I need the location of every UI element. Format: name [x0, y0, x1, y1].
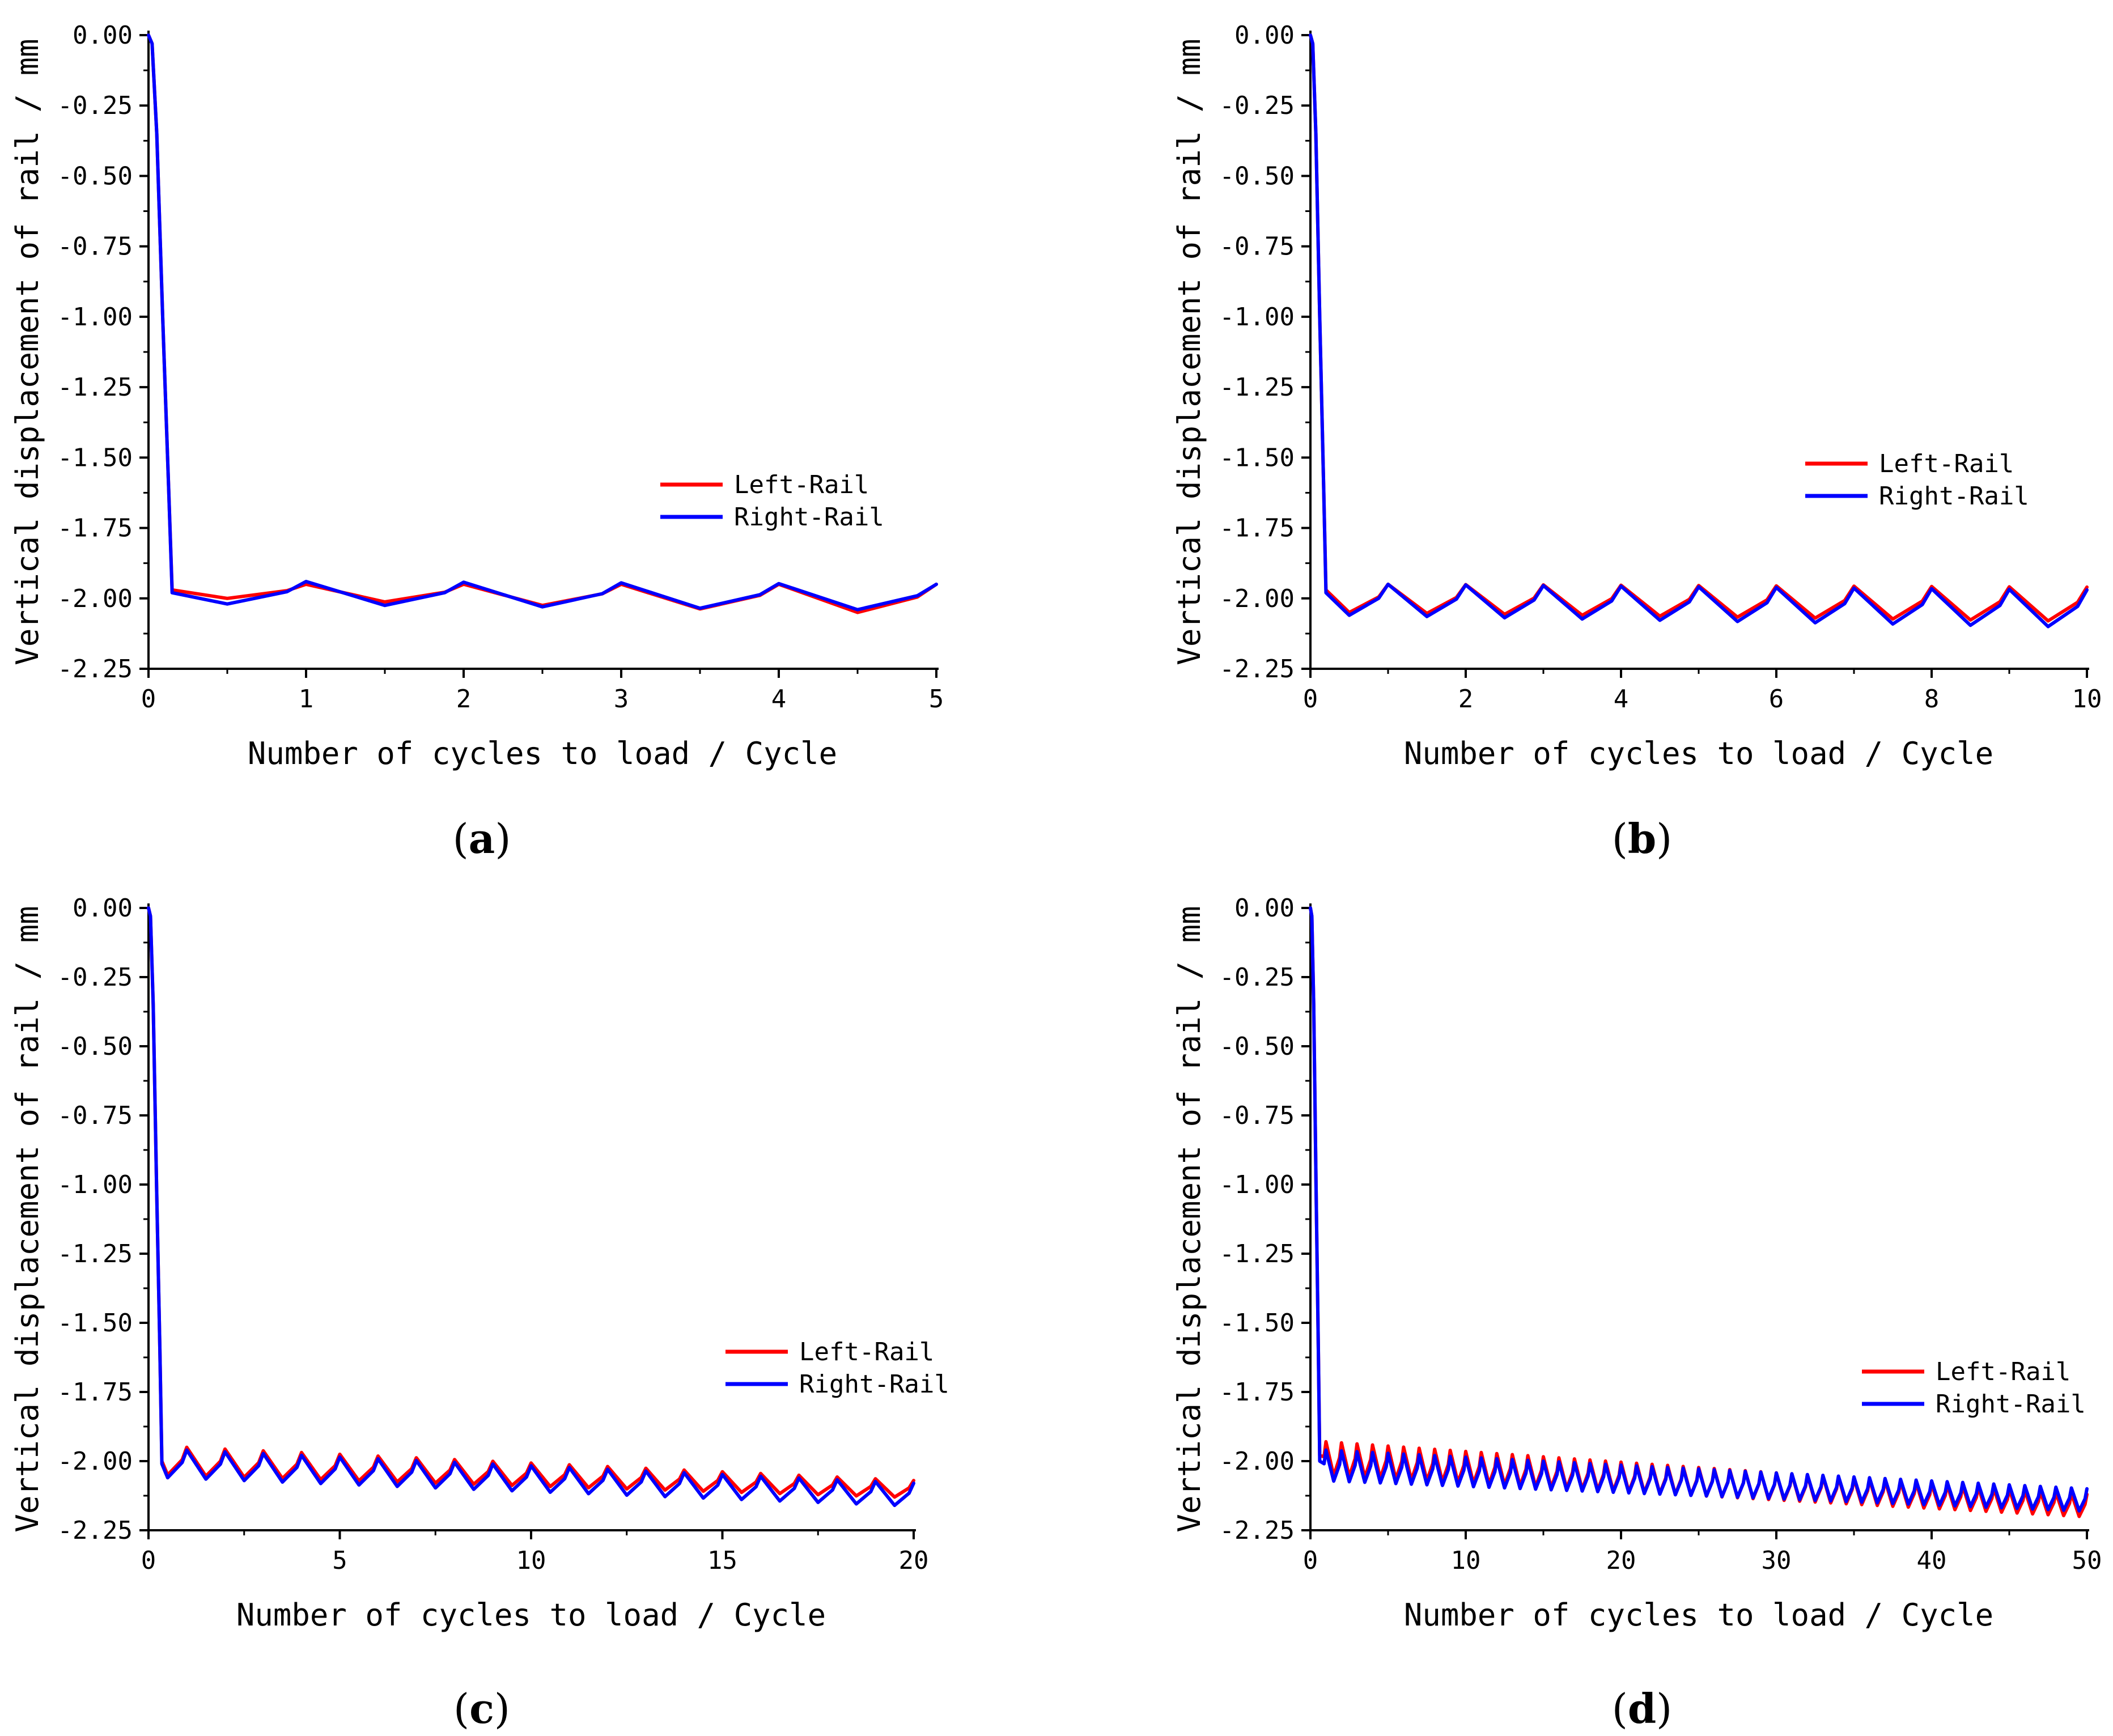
x-tick-label: 0 [1303, 1546, 1318, 1575]
x-tick-label: 40 [1917, 1546, 1947, 1575]
y-tick-label: -1.00 [58, 303, 133, 332]
panel-b: 0.00 -0.25 -0.50 -0.75 -1.00 -1.25 -1.50 -1.75 -… [1172, 21, 2102, 863]
y-tick-label: -1.75 [1220, 1378, 1295, 1407]
y-tick-label: 0.00 [73, 21, 133, 50]
x-tick-label: 5 [332, 1546, 347, 1575]
y-tick-label: -1.25 [1220, 373, 1295, 402]
y-tick-label: -0.75 [1220, 232, 1295, 261]
x-tick-label: 0 [141, 685, 156, 714]
panel-d: 0.00 -0.25 -0.50 -0.75 -1.00 -1.25 -1.50 -1.75 -… [1172, 894, 2102, 1733]
y-tick-label: -2.25 [58, 1516, 133, 1545]
y-tick-label: -0.50 [58, 1032, 133, 1061]
x-tick-label: 5 [929, 685, 944, 714]
y-tick-label: -1.00 [1220, 303, 1295, 332]
y-tick-label: -2.00 [1220, 584, 1295, 613]
x-tick-label: 3 [614, 685, 629, 714]
y-tick-label: -2.00 [1220, 1447, 1295, 1476]
x-tick-label: 0 [141, 1546, 156, 1575]
x-axis-label: Number of cycles to load / Cycle [248, 736, 837, 771]
y-tick-label: -1.00 [58, 1170, 133, 1199]
legend: Left-Rail Right-Rail [725, 1338, 949, 1399]
y-tick-label: 0.00 [1234, 21, 1295, 50]
y-tick-label: -0.50 [58, 162, 133, 190]
y-tick-label: -1.75 [58, 514, 133, 543]
y-tick-label: -0.75 [58, 1101, 133, 1130]
y-tick-label: -0.75 [1220, 1101, 1295, 1130]
y-tick-label: -1.75 [58, 1378, 133, 1407]
x-tick-label: 20 [899, 1546, 929, 1575]
y-tick-label: -2.00 [58, 584, 133, 613]
y-tick-label: -0.50 [1220, 162, 1295, 190]
series-line-left-rail [1309, 906, 2089, 1518]
y-tick-label: -0.25 [58, 963, 133, 992]
x-tick-label: 4 [1614, 685, 1629, 714]
legend-label: Left-Rail [734, 470, 869, 499]
y-tick-label: -1.25 [58, 1240, 133, 1268]
y-tick-label: -0.25 [58, 91, 133, 120]
x-tick-label: 6 [1769, 685, 1784, 714]
x-axis-label: Number of cycles to load / Cycle [1404, 736, 1993, 771]
y-tick-label: -0.25 [1220, 91, 1295, 120]
y-axis-label: Vertical displacement of rail / mm [1172, 39, 1207, 665]
x-tick-label: 2 [1458, 685, 1474, 714]
legend: Left-Rail Right-Rail [660, 470, 884, 532]
x-tick-label: 1 [299, 685, 314, 714]
legend-label: Left-Rail [1936, 1357, 2070, 1386]
series-line-left-rail [147, 906, 915, 1499]
x-tick-label: 0 [1303, 685, 1318, 714]
panel-a: 0.00 -0.25 -0.50 -0.75 -1.00 -1.25 -1.50 -1.75 -… [10, 21, 944, 863]
panel-caption: (a) [453, 814, 511, 863]
x-tick-label: 10 [1451, 1546, 1481, 1575]
legend: Left-Rail Right-Rail [1805, 449, 2029, 511]
y-tick-label: -1.50 [1220, 1309, 1295, 1338]
y-tick-label: -1.50 [58, 443, 133, 472]
y-tick-label: -1.75 [1220, 514, 1295, 543]
y-axis-label: Vertical displacement of rail / mm [10, 39, 45, 665]
legend-label: Right-Rail [1936, 1390, 2086, 1419]
x-tick-label: 15 [707, 1546, 737, 1575]
legend-label: Right-Rail [734, 503, 884, 532]
panel-caption: (c) [453, 1684, 510, 1733]
y-tick-label: -2.00 [58, 1447, 133, 1476]
x-tick-label: 30 [1762, 1546, 1792, 1575]
series-line-left-rail [1309, 33, 2089, 623]
y-tick-label: 0.00 [1234, 894, 1295, 923]
y-tick-label: -0.50 [1220, 1032, 1295, 1061]
legend-label: Left-Rail [1879, 449, 2014, 478]
series-line-right-rail [1309, 906, 2089, 1513]
y-tick-label: -0.25 [1220, 963, 1295, 992]
y-tick-label: -2.25 [1220, 655, 1295, 684]
panel-caption: (d) [1612, 1684, 1673, 1733]
y-axis-label: Vertical displacement of rail / mm [10, 906, 45, 1532]
panel-caption: (b) [1612, 814, 1673, 863]
y-tick-label: -2.25 [58, 655, 133, 684]
y-tick-label: -2.25 [1220, 1516, 1295, 1545]
x-tick-label: 20 [1606, 1546, 1636, 1575]
x-tick-label: 8 [1924, 685, 1940, 714]
series-line-right-rail [147, 33, 938, 612]
y-tick-label: -1.50 [58, 1309, 133, 1338]
y-tick-label: -1.00 [1220, 1170, 1295, 1199]
x-axis-label: Number of cycles to load / Cycle [236, 1597, 826, 1633]
legend-label: Right-Rail [1879, 482, 2029, 511]
y-tick-label: 0.00 [73, 894, 133, 923]
legend-label: Right-Rail [799, 1370, 949, 1399]
panel-c: 0.00 -0.25 -0.50 -0.75 -1.00 -1.25 -1.50 -1.75 -… [10, 894, 949, 1733]
legend: Left-Rail Right-Rail [1862, 1357, 2086, 1419]
series-line-right-rail [1309, 33, 2089, 629]
x-tick-label: 4 [771, 685, 787, 714]
y-axis-label: Vertical displacement of rail / mm [1172, 906, 1207, 1532]
y-tick-label: -1.25 [1220, 1240, 1295, 1268]
y-tick-label: -0.75 [58, 232, 133, 261]
series-line-right-rail [147, 906, 915, 1508]
x-tick-label: 2 [456, 685, 472, 714]
legend-label: Left-Rail [799, 1338, 934, 1366]
x-tick-label: 10 [2072, 685, 2102, 714]
y-tick-label: -1.50 [1220, 443, 1295, 472]
x-tick-label: 10 [516, 1546, 546, 1575]
x-tick-label: 50 [2072, 1546, 2102, 1575]
x-axis-label: Number of cycles to load / Cycle [1404, 1597, 1993, 1633]
y-tick-label: -1.25 [58, 373, 133, 402]
